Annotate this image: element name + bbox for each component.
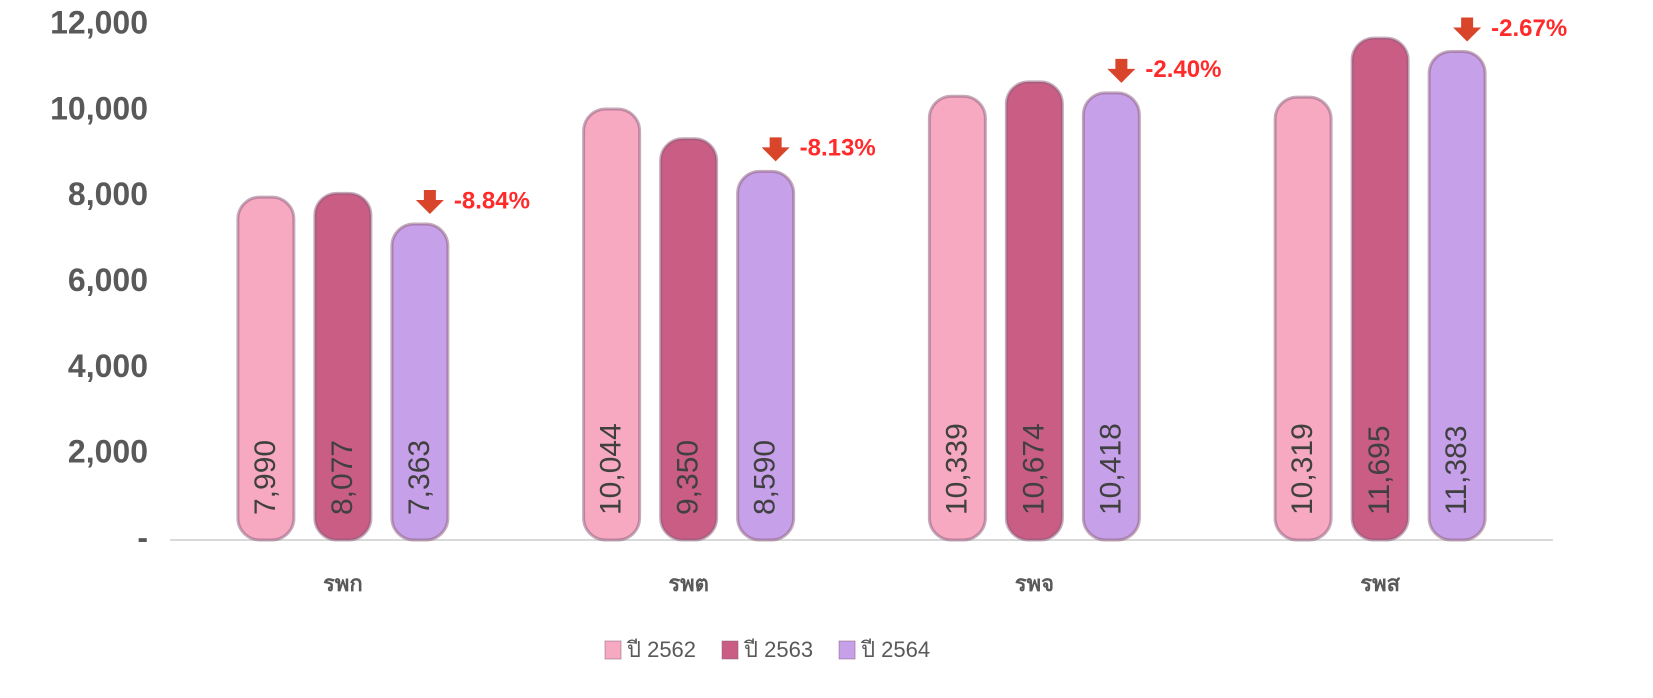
down-arrow-icon	[762, 137, 790, 161]
x-tick-label: รพส	[1360, 571, 1400, 596]
down-arrow-icon	[1453, 17, 1481, 41]
x-tick-label: รพก	[323, 571, 363, 596]
change-annotation: -2.40%	[1145, 56, 1221, 83]
y-tick-label: 2,000	[68, 434, 148, 470]
value-label: 7,363	[403, 440, 436, 515]
value-label: 9,350	[672, 440, 705, 515]
change-annotation: -8.13%	[800, 135, 876, 162]
legend-label: ปี 2563	[743, 637, 813, 662]
change-annotation: -8.84%	[454, 187, 530, 214]
chart: - 2,000 4,000 6,000 8,000 10,000 12,000 รพก 7,99…	[0, 0, 1653, 698]
value-label: 10,319	[1286, 423, 1319, 515]
value-label: 8,077	[326, 440, 359, 515]
x-tick-label: รพจ	[1015, 571, 1054, 596]
y-tick-label: 4,000	[68, 348, 148, 384]
value-label: 10,418	[1094, 423, 1127, 515]
value-label: 11,383	[1440, 425, 1473, 515]
value-label: 8,590	[749, 440, 782, 515]
legend-swatch	[605, 641, 621, 659]
y-tick-label: -	[137, 519, 148, 555]
legend-label: ปี 2562	[626, 637, 696, 662]
down-arrow-icon	[416, 190, 444, 214]
value-label: 10,339	[940, 423, 973, 515]
y-tick-label: 8,000	[68, 176, 148, 212]
legend-swatch	[839, 641, 855, 659]
legend-swatch	[722, 641, 738, 659]
value-label: 7,990	[249, 440, 282, 515]
value-label: 10,674	[1017, 423, 1050, 515]
y-tick-label: 12,000	[50, 4, 148, 40]
value-label: 11,695	[1363, 425, 1396, 515]
change-annotation: -2.67%	[1491, 15, 1567, 42]
value-label: 10,044	[595, 423, 628, 515]
y-tick-label: 10,000	[50, 90, 148, 126]
x-tick-label: รพต	[668, 571, 709, 596]
legend-label: ปี 2564	[860, 637, 930, 662]
down-arrow-icon	[1107, 59, 1135, 83]
y-tick-label: 6,000	[68, 262, 148, 298]
